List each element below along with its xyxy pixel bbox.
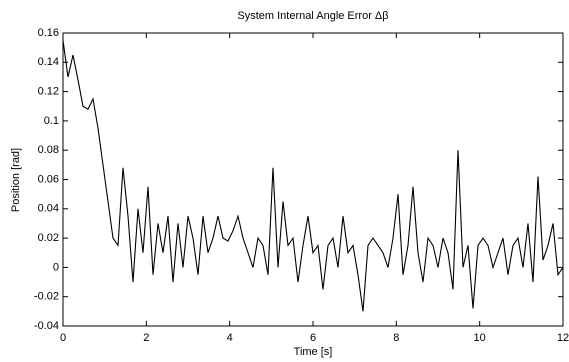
- line-series: [62, 40, 564, 312]
- x-tick-label: 8: [393, 332, 399, 344]
- y-tick-label: 0: [53, 261, 59, 273]
- y-tick-label: 0.1: [44, 115, 59, 127]
- x-tick-label: 12: [557, 332, 569, 344]
- y-tick-label: 0.12: [38, 86, 59, 98]
- y-tick-label: 0.08: [38, 144, 59, 156]
- x-tick-label: 2: [143, 332, 149, 344]
- y-tick-label: 0.02: [38, 232, 59, 244]
- x-tick-label: 10: [474, 332, 486, 344]
- chart-title: System Internal Angle Error Δβ: [237, 10, 388, 22]
- y-tick-label: 0.06: [38, 173, 59, 185]
- y-tick-label: 0.04: [38, 203, 59, 215]
- x-tick-label: 0: [60, 332, 66, 344]
- y-axis-label: Position [rad]: [10, 148, 22, 212]
- y-tick-label: 0.16: [38, 27, 59, 39]
- plot-frame: [62, 32, 564, 327]
- y-tick-label: -0.04: [34, 320, 59, 332]
- x-tick-label: 4: [227, 332, 233, 344]
- y-tick-label: 0.14: [38, 56, 59, 68]
- x-axis-label: Time [s]: [294, 346, 333, 358]
- y-tick-label: -0.02: [34, 291, 59, 303]
- x-tick-label: 6: [310, 332, 316, 344]
